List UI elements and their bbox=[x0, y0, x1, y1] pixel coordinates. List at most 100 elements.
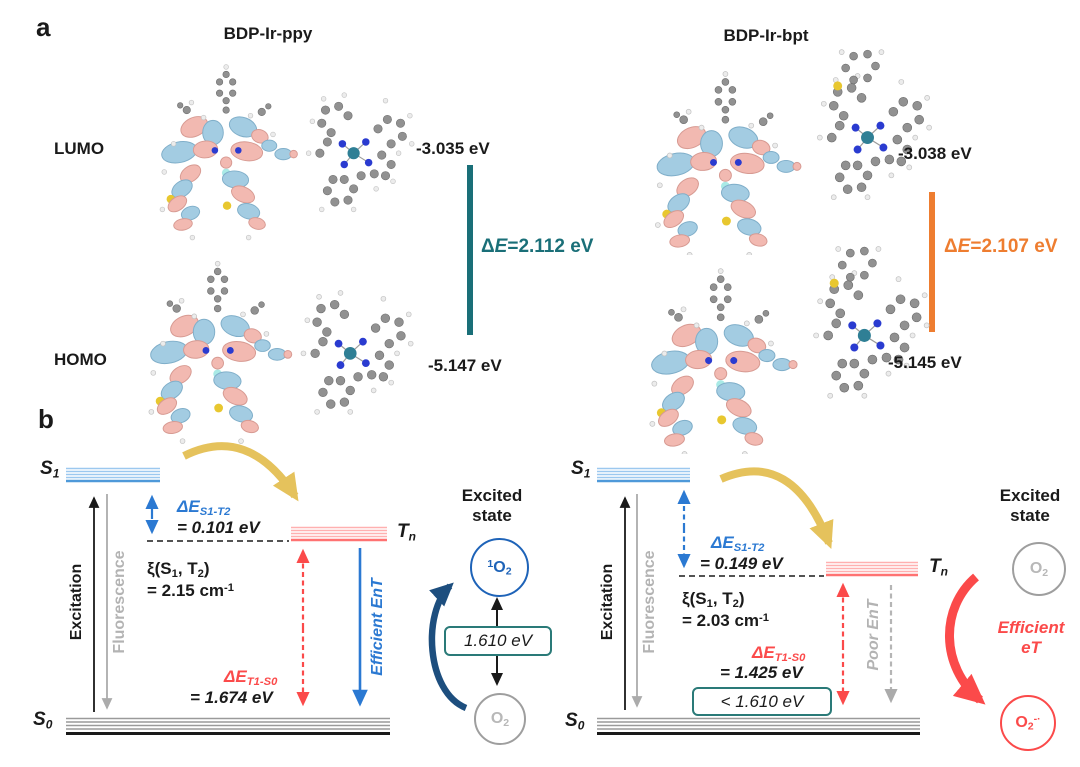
energy-gap-box-left: 1.610 eV bbox=[444, 626, 552, 656]
soc-value-right: = 2.03 cm-1 bbox=[682, 611, 769, 631]
tn-base: T bbox=[397, 521, 409, 542]
ppy-homo-energy: -5.147 eV bbox=[428, 356, 502, 375]
soc-p1: ξ(S bbox=[682, 589, 707, 608]
de-t1s0-value-right: = 1.425 eV bbox=[720, 663, 803, 682]
isc-arrow-right bbox=[719, 467, 834, 549]
singlet-oxygen-circle: 1O2 bbox=[470, 538, 529, 597]
bpt-lumo-energy: -3.038 eV bbox=[898, 144, 972, 163]
s1-sub: 1 bbox=[52, 466, 60, 481]
s1-label-right: S1 bbox=[571, 458, 590, 481]
et-line1: Efficient bbox=[997, 618, 1065, 637]
s0-sub: 0 bbox=[577, 718, 585, 733]
s0-sub: 0 bbox=[45, 717, 53, 732]
et-line2: eT bbox=[1021, 638, 1041, 657]
excited-line1: Excited bbox=[999, 486, 1061, 505]
soc-p3: ) bbox=[738, 589, 745, 608]
excited-line2: state bbox=[1010, 506, 1050, 525]
soc-sub1: 1 bbox=[706, 598, 713, 611]
efficient-ent-label: Efficient EnT bbox=[369, 578, 386, 676]
lumo-label: LUMO bbox=[54, 139, 105, 158]
de-s1t2-label-right: ΔES1-T2 bbox=[711, 533, 764, 554]
tn-level-right bbox=[826, 561, 918, 577]
fluorescence-label-left: Fluorescence bbox=[111, 550, 128, 654]
soc-value: = 2.15 cm bbox=[147, 581, 225, 600]
singlet-o2-base: O bbox=[493, 558, 506, 576]
s1-base: S bbox=[40, 458, 53, 479]
ppy-title: BDP-Ir-ppy bbox=[223, 24, 313, 43]
ground-o2-base: O bbox=[490, 709, 504, 727]
panel-a-label: a bbox=[36, 12, 51, 42]
soc-label-right: ξ(S1, T2) bbox=[682, 589, 745, 610]
panel-b-label: b bbox=[38, 404, 54, 434]
soc-sup: -1 bbox=[224, 581, 235, 594]
excited-state-heading-right: Excited state bbox=[985, 486, 1075, 526]
s1-sub: 1 bbox=[583, 466, 591, 481]
de-s1t2-label-left: ΔES1-T2 bbox=[177, 497, 230, 518]
tn-sub: n bbox=[940, 564, 948, 579]
de-s1t2-base: ΔE bbox=[177, 497, 200, 516]
excited-state-heading-left: Excited state bbox=[447, 486, 537, 526]
de-s1t2-sub: S1-T2 bbox=[199, 506, 231, 519]
soc-p3: ) bbox=[203, 559, 210, 578]
de-t1s0-base: ΔE bbox=[752, 643, 775, 662]
bpt-gap-delta: Δ bbox=[944, 236, 958, 257]
s1-base: S bbox=[571, 458, 584, 479]
ppy-gap-delta: Δ bbox=[481, 236, 495, 257]
de-t1s0-label-left: ΔET1-S0 bbox=[224, 667, 277, 688]
singlet-o2-sup: 1 bbox=[487, 557, 494, 570]
s0-base: S bbox=[565, 710, 578, 731]
bpt-homo-energy: -5.145 eV bbox=[888, 353, 962, 372]
tn-base: T bbox=[929, 556, 941, 577]
tn-level-left bbox=[291, 526, 387, 542]
ground-o2-base: O bbox=[1029, 559, 1043, 577]
s1-level-right bbox=[597, 467, 690, 483]
bpt-gap-bar bbox=[929, 192, 935, 332]
soc-value: = 2.03 cm bbox=[682, 611, 760, 630]
de-t1s0-value-left: = 1.674 eV bbox=[190, 688, 273, 707]
bpt-title: BDP-Ir-bpt bbox=[723, 26, 809, 45]
ground-o2-sub: 2 bbox=[1042, 566, 1049, 579]
s1-label-left: S1 bbox=[40, 458, 59, 481]
s0-label-right: S0 bbox=[565, 710, 584, 733]
excited-line1: Excited bbox=[461, 486, 523, 505]
singlet-o2-sub: 2 bbox=[505, 565, 512, 578]
de-t1s0-base: ΔE bbox=[224, 667, 247, 686]
soc-label-left: ξ(S1, T2) bbox=[147, 559, 210, 580]
excited-line2: state bbox=[472, 506, 512, 525]
s1-level-left bbox=[66, 467, 160, 483]
energy-gap-box-right: < 1.610 eV bbox=[692, 687, 832, 716]
ground-oxygen-circle-left: O2 bbox=[474, 693, 526, 745]
bpt-gap-e: E bbox=[957, 236, 971, 257]
tn-sub: n bbox=[408, 529, 416, 544]
superoxide-sup: -· bbox=[1033, 713, 1041, 726]
bpt-gap-label: ΔE=2.107 eV bbox=[944, 236, 1058, 258]
ppy-lumo-energy: -3.035 eV bbox=[416, 139, 490, 158]
soc-p2: , T bbox=[712, 589, 733, 608]
ground-o2-sub: 2 bbox=[503, 716, 510, 729]
de-t1s0-label-right: ΔET1-S0 bbox=[752, 643, 805, 664]
superoxide-circle: O2-· bbox=[1000, 695, 1056, 751]
ppy-gap-value: =2.112 eV bbox=[507, 236, 594, 257]
de-s1t2-value-right: = 0.149 eV bbox=[700, 554, 783, 573]
ppy-gap-bar bbox=[467, 165, 473, 335]
de-t1s0-sub: T1-S0 bbox=[246, 676, 278, 689]
soc-sub2: 2 bbox=[197, 568, 204, 581]
de-s1t2-value-left: = 0.101 eV bbox=[177, 518, 260, 537]
ground-oxygen-circle-right: O2 bbox=[1012, 542, 1066, 596]
soc-sub1: 1 bbox=[171, 568, 178, 581]
superoxide-base: O bbox=[1015, 713, 1028, 731]
fluorescence-label-right: Fluorescence bbox=[641, 550, 658, 654]
efficient-et-label: Efficient eT bbox=[985, 618, 1077, 658]
soc-sup: -1 bbox=[759, 611, 770, 624]
s0-base: S bbox=[33, 709, 46, 730]
s0-level-left bbox=[66, 717, 390, 735]
bpt-gap-value: =2.107 eV bbox=[970, 236, 1058, 257]
excitation-label-right: Excitation bbox=[599, 563, 616, 641]
soc-sub2: 2 bbox=[732, 598, 739, 611]
excitation-label-left: Excitation bbox=[68, 563, 85, 641]
ppy-gap-e: E bbox=[494, 236, 508, 257]
tn-label-left: Tn bbox=[397, 521, 416, 544]
de-t1s0-sub: T1-S0 bbox=[774, 652, 806, 665]
